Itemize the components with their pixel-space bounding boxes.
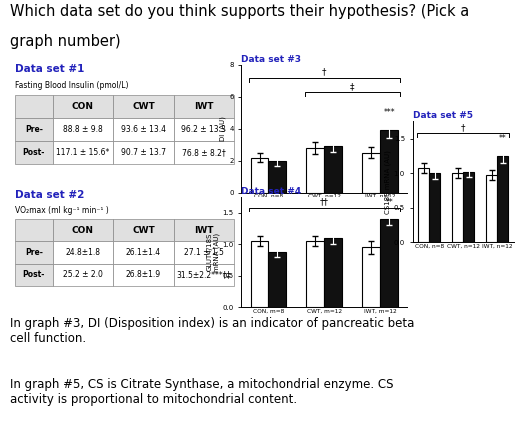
Bar	[113, 118, 174, 141]
Bar	[268, 252, 286, 307]
Bar	[15, 241, 52, 264]
Text: 31.5±2.2***†‡: 31.5±2.2***†‡	[176, 271, 231, 279]
Bar	[174, 141, 234, 164]
Bar	[15, 219, 52, 241]
Text: CWT: CWT	[132, 102, 155, 111]
Bar	[113, 219, 174, 241]
Bar	[15, 94, 52, 118]
Bar	[452, 173, 463, 242]
Bar	[113, 141, 174, 164]
Text: 24.8±1.8: 24.8±1.8	[65, 248, 100, 257]
Text: Data set #3: Data set #3	[241, 55, 302, 64]
Text: CON: CON	[72, 102, 94, 111]
Bar	[307, 148, 324, 193]
Text: In graph #5, CS is Citrate Synthase, a mitochondrial enzyme. CS
activity is prop: In graph #5, CS is Citrate Synthase, a m…	[10, 378, 394, 406]
Text: 93.6 ± 13.4: 93.6 ± 13.4	[121, 125, 166, 134]
Text: 76.8 ± 8.2†: 76.8 ± 8.2†	[182, 148, 226, 157]
Text: Data set #4: Data set #4	[241, 187, 302, 196]
Text: VO₂max (ml kg⁻¹ min⁻¹ ): VO₂max (ml kg⁻¹ min⁻¹ )	[15, 206, 108, 215]
Text: Data set #5: Data set #5	[413, 111, 473, 120]
Bar	[429, 173, 440, 242]
Bar	[268, 161, 286, 193]
Bar	[113, 94, 174, 118]
Text: †: †	[461, 123, 466, 132]
Bar	[174, 94, 234, 118]
Text: Fasting Blood Insulin (pmol/L): Fasting Blood Insulin (pmol/L)	[15, 81, 128, 90]
Bar	[251, 158, 268, 193]
Bar	[174, 241, 234, 264]
Text: ‡: ‡	[350, 82, 354, 91]
Text: **: **	[386, 198, 393, 207]
Bar	[251, 241, 268, 307]
Bar	[463, 172, 474, 242]
Y-axis label: CS18S mRNA (AU): CS18S mRNA (AU)	[385, 150, 391, 214]
Text: CON: CON	[72, 226, 94, 235]
Bar	[324, 238, 342, 307]
Text: ***: ***	[384, 108, 395, 117]
Text: Data set #1: Data set #1	[15, 65, 84, 74]
Text: graph number): graph number)	[10, 35, 121, 49]
Bar	[497, 156, 508, 242]
Y-axis label: DI (AU): DI (AU)	[220, 116, 226, 141]
Bar	[52, 141, 113, 164]
Y-axis label: GLUT4/18S
mRNA (AU): GLUT4/18S mRNA (AU)	[206, 233, 220, 272]
Bar	[52, 118, 113, 141]
Text: In graph #3, DI (Disposition index) is an indicator of pancreatic beta
cell func: In graph #3, DI (Disposition index) is a…	[10, 317, 415, 345]
Text: 88.8 ± 9.8: 88.8 ± 9.8	[63, 125, 103, 134]
Bar	[15, 118, 52, 141]
Bar	[380, 219, 398, 307]
Bar	[362, 248, 380, 307]
Bar	[52, 219, 113, 241]
Text: Which data set do you think supports their hypothesis? (Pick a: Which data set do you think supports the…	[10, 4, 470, 19]
Text: **: **	[499, 134, 507, 143]
Text: 26.8±1.9: 26.8±1.9	[126, 271, 161, 279]
Bar	[418, 168, 429, 242]
Text: CWT: CWT	[132, 226, 155, 235]
Text: Post-: Post-	[23, 271, 45, 279]
Text: IWT: IWT	[194, 226, 214, 235]
Text: Post-: Post-	[23, 148, 45, 157]
Bar	[174, 264, 234, 286]
Bar	[113, 264, 174, 286]
Bar	[52, 264, 113, 286]
Text: 26.1±1.4: 26.1±1.4	[126, 248, 161, 257]
Text: ††: ††	[320, 197, 329, 207]
Text: 117.1 ± 15.6*: 117.1 ± 15.6*	[56, 148, 110, 157]
Text: IWT: IWT	[194, 102, 214, 111]
Text: Data set #2: Data set #2	[15, 190, 84, 200]
Bar	[362, 153, 380, 193]
Bar	[174, 118, 234, 141]
Bar	[15, 264, 52, 286]
Text: Pre-: Pre-	[25, 125, 43, 134]
Bar	[324, 146, 342, 193]
Text: Pre-: Pre-	[25, 248, 43, 257]
Bar	[52, 241, 113, 264]
Text: 96.2 ± 13.3: 96.2 ± 13.3	[182, 125, 226, 134]
Text: 90.7 ± 13.7: 90.7 ± 13.7	[121, 148, 166, 157]
Text: 27.1 ± 1.5: 27.1 ± 1.5	[184, 248, 224, 257]
Bar	[307, 241, 324, 307]
Bar	[380, 130, 398, 193]
Bar	[174, 219, 234, 241]
Bar	[52, 94, 113, 118]
Text: †: †	[322, 68, 326, 77]
Text: 25.2 ± 2.0: 25.2 ± 2.0	[63, 271, 103, 279]
Bar	[15, 141, 52, 164]
Bar	[486, 175, 497, 242]
Bar	[113, 241, 174, 264]
